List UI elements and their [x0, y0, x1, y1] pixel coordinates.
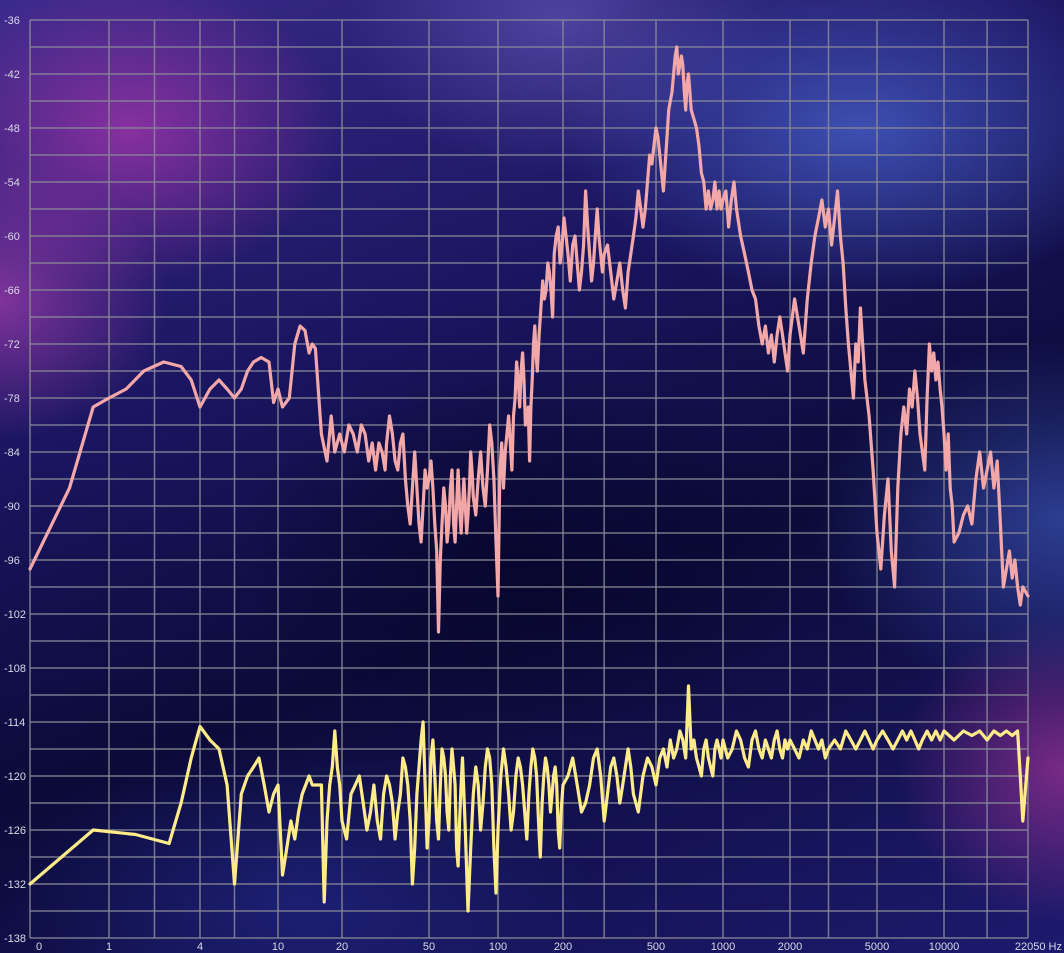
- x-tick-label: 2000: [778, 941, 802, 953]
- y-tick-label: -72: [4, 339, 20, 351]
- series-line-2: [28, 684, 1030, 913]
- x-tick-label: 5000: [865, 941, 889, 953]
- y-tick-label: -132: [4, 879, 26, 891]
- y-tick-label: -54: [4, 177, 20, 189]
- x-tick-label: 200: [554, 941, 572, 953]
- x-tick-label: 1: [106, 941, 112, 953]
- y-tick-label: -138: [4, 933, 26, 945]
- x-tick-label: 0: [36, 941, 42, 953]
- y-tick-label: -78: [4, 393, 20, 405]
- y-tick-label: -114: [4, 717, 25, 729]
- x-tick-label: 20: [336, 941, 348, 953]
- x-tick-label: 50: [423, 941, 435, 953]
- x-tick-label: 500: [647, 941, 665, 953]
- y-tick-label: -90: [4, 501, 20, 513]
- series-line-1: [28, 45, 1030, 634]
- series-group: [28, 45, 1030, 913]
- grid: [29, 19, 1029, 939]
- y-tick-label: -120: [4, 771, 26, 783]
- x-tick-label: 22050 Hz: [1015, 941, 1062, 953]
- x-axis-labels: 0 1 4 10 20 50 100 200 500 1000 2000 5000 10000 22050…: [36, 941, 1062, 953]
- y-axis-labels: -36 -42 -48 -54 -60 -66 -72 -78 -84 -90 -96 -102 -10…: [4, 15, 26, 945]
- x-tick-label: 10: [272, 941, 284, 953]
- y-tick-label: -96: [4, 555, 20, 567]
- y-tick-label: -108: [4, 663, 26, 675]
- y-tick-label: -42: [4, 69, 20, 81]
- x-tick-label: 4: [197, 941, 203, 953]
- x-tick-label: 1000: [711, 941, 735, 953]
- y-tick-label: -60: [4, 231, 20, 243]
- x-tick-label: 100: [489, 941, 507, 953]
- y-tick-label: -36: [4, 15, 20, 27]
- y-tick-label: -102: [4, 609, 26, 621]
- y-tick-label: -48: [4, 123, 20, 135]
- y-tick-label: -66: [4, 285, 20, 297]
- x-tick-label: 10000: [929, 941, 960, 953]
- y-tick-label: -126: [4, 825, 26, 837]
- y-tick-label: -84: [4, 447, 20, 459]
